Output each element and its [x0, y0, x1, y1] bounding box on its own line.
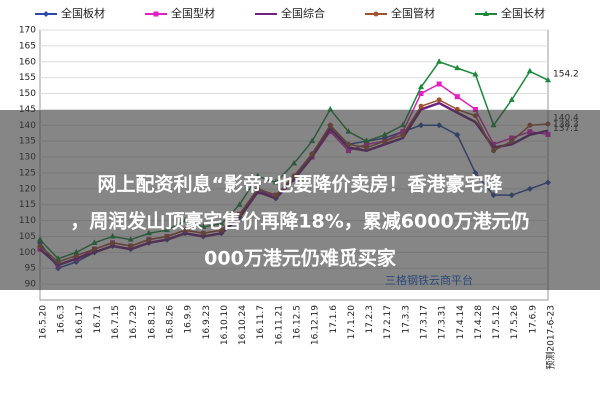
y-tick-label: 150 — [19, 89, 36, 99]
x-tick-label: 16.7.1 — [93, 305, 103, 334]
marker — [436, 97, 442, 103]
banner-bg — [0, 110, 600, 290]
marker — [454, 94, 460, 100]
x-tick-label: 16.12.19 — [311, 305, 321, 345]
x-tick-label: 16.9.9 — [184, 305, 194, 334]
x-tick-label: 预测2017-6-23 — [546, 305, 557, 370]
x-tick-label: 17.3.31 — [438, 305, 448, 339]
marker — [472, 70, 479, 77]
marker — [418, 91, 424, 97]
marker — [418, 83, 424, 90]
y-tick-label: 155 — [19, 73, 36, 83]
marker — [436, 58, 443, 64]
x-tick-label: 17.6.9 — [528, 305, 538, 334]
y-tick-label: 160 — [19, 57, 36, 67]
x-tick-label: 16.7.29 — [129, 305, 139, 340]
marker — [472, 106, 478, 112]
marker — [43, 11, 49, 17]
legend-label: 全国型材 — [171, 6, 215, 20]
banner-text: 网上配资利息“影帝”也要降价卖房！香港豪宅降 — [98, 173, 504, 196]
y-tick-label: 165 — [19, 41, 36, 51]
x-tick-label: 17.5.26 — [510, 305, 520, 340]
x-tick-label: 16.6.3 — [57, 305, 67, 334]
x-tick-label: 16.11.21 — [274, 305, 284, 345]
x-tick-label: 16.5.20 — [39, 305, 49, 340]
marker — [545, 76, 551, 83]
x-tick-label: 17.2.17 — [383, 305, 393, 339]
legend-label: 全国板材 — [61, 6, 105, 20]
x-tick-label: 16.8.26 — [166, 305, 176, 340]
x-tick-label: 17.3.3 — [401, 305, 411, 334]
marker — [454, 64, 461, 71]
banner-text: 000万港元仍难觅买家 — [204, 247, 397, 270]
marker — [373, 11, 379, 17]
x-tick-label: 16.10.10 — [220, 305, 230, 345]
marker — [436, 81, 442, 87]
marker — [483, 10, 489, 16]
legend-label: 全国长材 — [501, 6, 545, 20]
x-tick-label: 16.6.17 — [75, 305, 85, 339]
x-tick-label: 16.11.7 — [256, 305, 266, 339]
y-tick-label: 145 — [19, 105, 36, 115]
x-tick-label: 17.4.14 — [456, 305, 466, 340]
data-label: 154.2 — [553, 70, 579, 80]
marker — [526, 67, 533, 74]
marker — [508, 96, 515, 102]
y-tick-label: 170 — [19, 26, 36, 36]
legend-label: 全国管材 — [391, 6, 435, 20]
watermark: 三格钢铁云商平台 — [385, 273, 473, 287]
x-tick-label: 17.1.6 — [329, 305, 339, 334]
x-tick-label: 17.1.20 — [347, 305, 357, 340]
x-tick-label: 16.7.15 — [111, 305, 121, 339]
x-tick-label: 16.10.24 — [238, 305, 248, 345]
x-tick-label: 17.3.17 — [420, 305, 430, 339]
legend-label: 全国综合 — [281, 6, 325, 20]
banner-text: ，周润发山顶豪宅售价再降18%，累减6000万港元仍 — [70, 210, 529, 233]
x-tick-label: 17.5.12 — [492, 305, 502, 339]
marker — [153, 11, 159, 17]
x-tick-label: 16.12.5 — [293, 305, 303, 339]
x-tick-label: 16.9.23 — [202, 305, 212, 339]
x-tick-label: 17.2.3 — [365, 305, 375, 334]
marker — [418, 103, 424, 109]
x-tick-label: 17.4.28 — [474, 305, 484, 340]
x-tick-label: 16.8.12 — [147, 305, 157, 339]
